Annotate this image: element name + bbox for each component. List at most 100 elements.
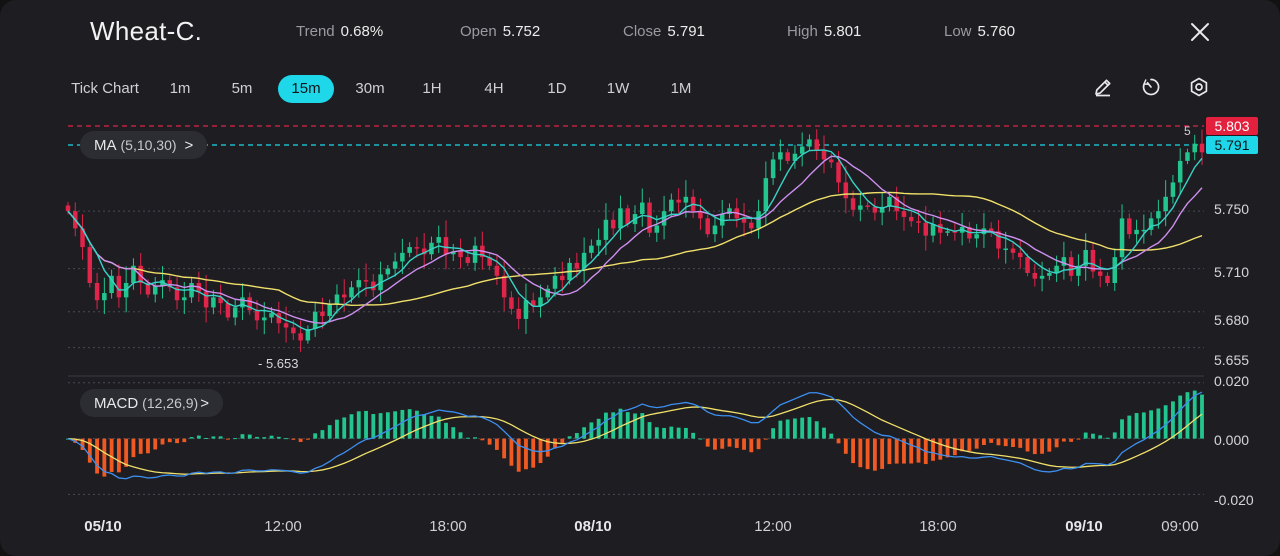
- macd-indicator-button[interactable]: MACD (12,26,9) >: [80, 389, 223, 417]
- candle: [494, 265, 500, 276]
- macd-histogram-bar: [967, 438, 972, 451]
- candle: [1076, 265, 1081, 276]
- candle: [560, 275, 565, 281]
- tab-1w[interactable]: 1W: [606, 80, 630, 97]
- candle: [610, 219, 616, 229]
- macd-histogram-bar: [385, 412, 390, 439]
- macd-histogram-bar: [1149, 410, 1154, 439]
- macd-histogram-bar: [95, 438, 99, 474]
- candle: [589, 245, 594, 253]
- macd-histogram-bar: [756, 438, 761, 450]
- tab-5m[interactable]: 5m: [231, 80, 253, 97]
- candle: [167, 280, 173, 288]
- tab-tick-chart[interactable]: Tick Chart: [71, 80, 139, 97]
- candle: [1054, 265, 1059, 273]
- candle: [145, 283, 151, 295]
- macd-histogram-bar: [916, 438, 921, 463]
- macd-histogram-bar: [226, 438, 230, 440]
- candle: [225, 303, 231, 318]
- macd-histogram-bar: [1011, 438, 1015, 448]
- macd-histogram-bar: [153, 438, 158, 450]
- candle: [836, 162, 841, 183]
- candle: [465, 257, 471, 263]
- candle: [458, 251, 463, 258]
- candle: [269, 313, 274, 318]
- candle: [1148, 218, 1154, 230]
- candle: [385, 268, 391, 275]
- macd-histogram-bar: [262, 437, 267, 439]
- macd-histogram-bar: [938, 438, 943, 460]
- macd-histogram-bar: [691, 432, 696, 439]
- candle: [80, 228, 85, 248]
- ma-indicator-button[interactable]: MA (5,10,30) >: [80, 131, 208, 159]
- macd-histogram-bar: [298, 438, 303, 442]
- candle: [530, 300, 536, 306]
- candle: [814, 139, 819, 151]
- macd-histogram-bar: [116, 438, 121, 473]
- tab-1d[interactable]: 1D: [547, 80, 567, 97]
- candle: [698, 211, 703, 219]
- ma10-line: [67, 155, 1203, 324]
- macd-histogram-bar: [582, 427, 587, 439]
- high-stat: High 5.801: [787, 23, 862, 40]
- candle: [87, 247, 93, 283]
- close-stat: Close 5.791: [623, 23, 705, 40]
- macd-histogram-bar: [269, 435, 274, 439]
- macd-histogram-bar: [487, 438, 492, 445]
- macd-histogram-bar: [836, 438, 841, 444]
- macd-histogram-bar: [662, 427, 666, 439]
- macd-histogram-bar: [451, 427, 456, 439]
- candle: [1112, 257, 1118, 283]
- candle: [305, 328, 311, 341]
- header: Wheat-C. Trend 0.68% Open 5.752 Close 5.791…: [0, 0, 1280, 64]
- macd-histogram-bar: [952, 438, 957, 456]
- candle: [763, 178, 769, 212]
- candle: [414, 247, 420, 249]
- candle: [283, 323, 289, 328]
- candle: [116, 275, 122, 298]
- settings-icon[interactable]: [1188, 76, 1210, 98]
- macd-histogram-bar: [509, 438, 514, 466]
- candle: [596, 239, 601, 246]
- macd-histogram-bar: [1003, 438, 1008, 447]
- macd-histogram-bar: [742, 438, 746, 450]
- pencil-icon[interactable]: [1092, 76, 1114, 98]
- timer-icon[interactable]: [1140, 76, 1162, 98]
- macd-histogram-bar: [429, 415, 434, 439]
- tab-1h[interactable]: 1H: [422, 80, 442, 97]
- candle: [1192, 143, 1197, 153]
- tab-15m[interactable]: 15m: [278, 75, 334, 103]
- candle: [109, 275, 114, 294]
- candle: [371, 281, 376, 291]
- macd-histogram-bar: [843, 438, 848, 454]
- macd-histogram-bar: [771, 428, 776, 439]
- macd-histogram-bar: [902, 438, 906, 464]
- candle: [451, 251, 456, 255]
- tab-1m[interactable]: 1m: [169, 80, 191, 97]
- candle: [1119, 218, 1125, 258]
- tab-4h[interactable]: 4H: [484, 80, 504, 97]
- macd-histogram-bar: [1156, 408, 1161, 439]
- macd-histogram-bar: [560, 438, 565, 444]
- tab-1month[interactable]: 1M: [670, 80, 692, 97]
- candle: [152, 285, 158, 295]
- macd-histogram-bar: [138, 438, 143, 454]
- close-icon[interactable]: [1186, 18, 1214, 46]
- candle: [945, 231, 950, 233]
- macd-histogram-bar: [393, 411, 398, 439]
- candle: [436, 237, 441, 243]
- candle: [1170, 182, 1176, 197]
- time-axis-label: 12:00: [754, 518, 792, 535]
- candle: [712, 225, 718, 235]
- macd-histogram-bar: [1091, 433, 1095, 439]
- tab-30m[interactable]: 30m: [355, 80, 385, 97]
- candle: [930, 224, 936, 236]
- macd-histogram-bar: [313, 433, 318, 439]
- candle: [1163, 196, 1168, 212]
- macd-axis-label: 0.000: [1214, 432, 1250, 448]
- macd-histogram-bar: [989, 438, 994, 443]
- candle: [719, 214, 725, 226]
- candle: [1134, 229, 1139, 235]
- macd-histogram-bar: [407, 409, 412, 439]
